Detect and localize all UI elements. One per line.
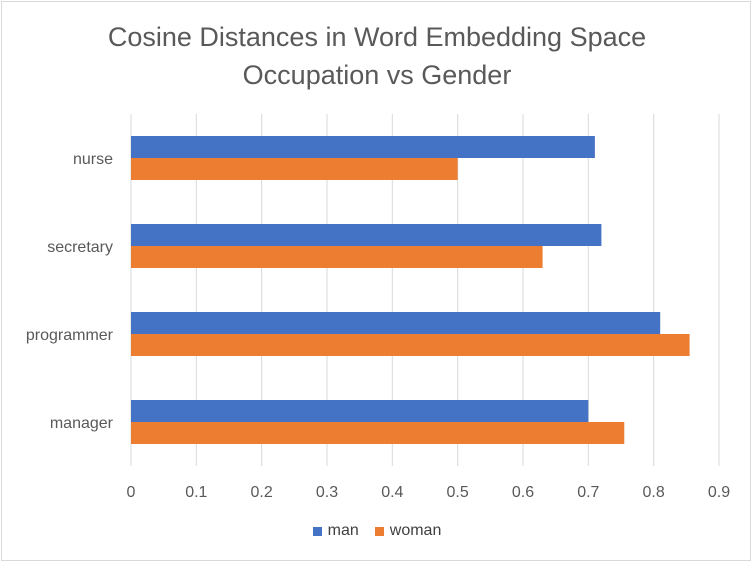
bar-woman-nurse: [131, 158, 458, 180]
legend: man woman: [0, 522, 754, 540]
legend-item-man: man: [312, 522, 359, 540]
chart-title: Cosine Distances in Word Embedding Space: [107, 22, 647, 52]
bar-man-manager: [131, 400, 589, 422]
legend-label-woman: woman: [389, 522, 442, 539]
x-tick-label: 0.5: [447, 484, 469, 501]
bar-man-nurse: [131, 136, 595, 158]
x-tick-label: 0.6: [512, 484, 534, 501]
x-tick-label: 0.8: [643, 484, 665, 501]
chart-subtitle: Occupation vs Gender: [242, 60, 512, 90]
legend-label-man: man: [327, 522, 359, 539]
y-tick-label: nurse: [73, 151, 113, 168]
bar-man-secretary: [131, 224, 602, 246]
y-tick-label: secretary: [47, 239, 113, 256]
legend-item-woman: woman: [374, 522, 442, 540]
bar-woman-programmer: [131, 334, 690, 356]
y-tick-label: programmer: [26, 327, 114, 344]
bar-woman-secretary: [131, 246, 543, 268]
x-tick-label: 0: [127, 484, 136, 501]
bar-man-programmer: [131, 312, 661, 334]
legend-swatch-woman: [374, 526, 384, 536]
x-tick-label: 0.9: [708, 484, 730, 501]
x-tick-label: 0.1: [185, 484, 207, 501]
x-tick-label: 0.2: [251, 484, 273, 501]
x-tick-label: 0.7: [577, 484, 599, 501]
y-tick-label: manager: [50, 415, 114, 432]
bar-woman-manager: [131, 422, 625, 444]
x-tick-label: 0.4: [381, 484, 403, 501]
x-tick-label: 0.3: [316, 484, 338, 501]
legend-swatch-man: [312, 526, 322, 536]
